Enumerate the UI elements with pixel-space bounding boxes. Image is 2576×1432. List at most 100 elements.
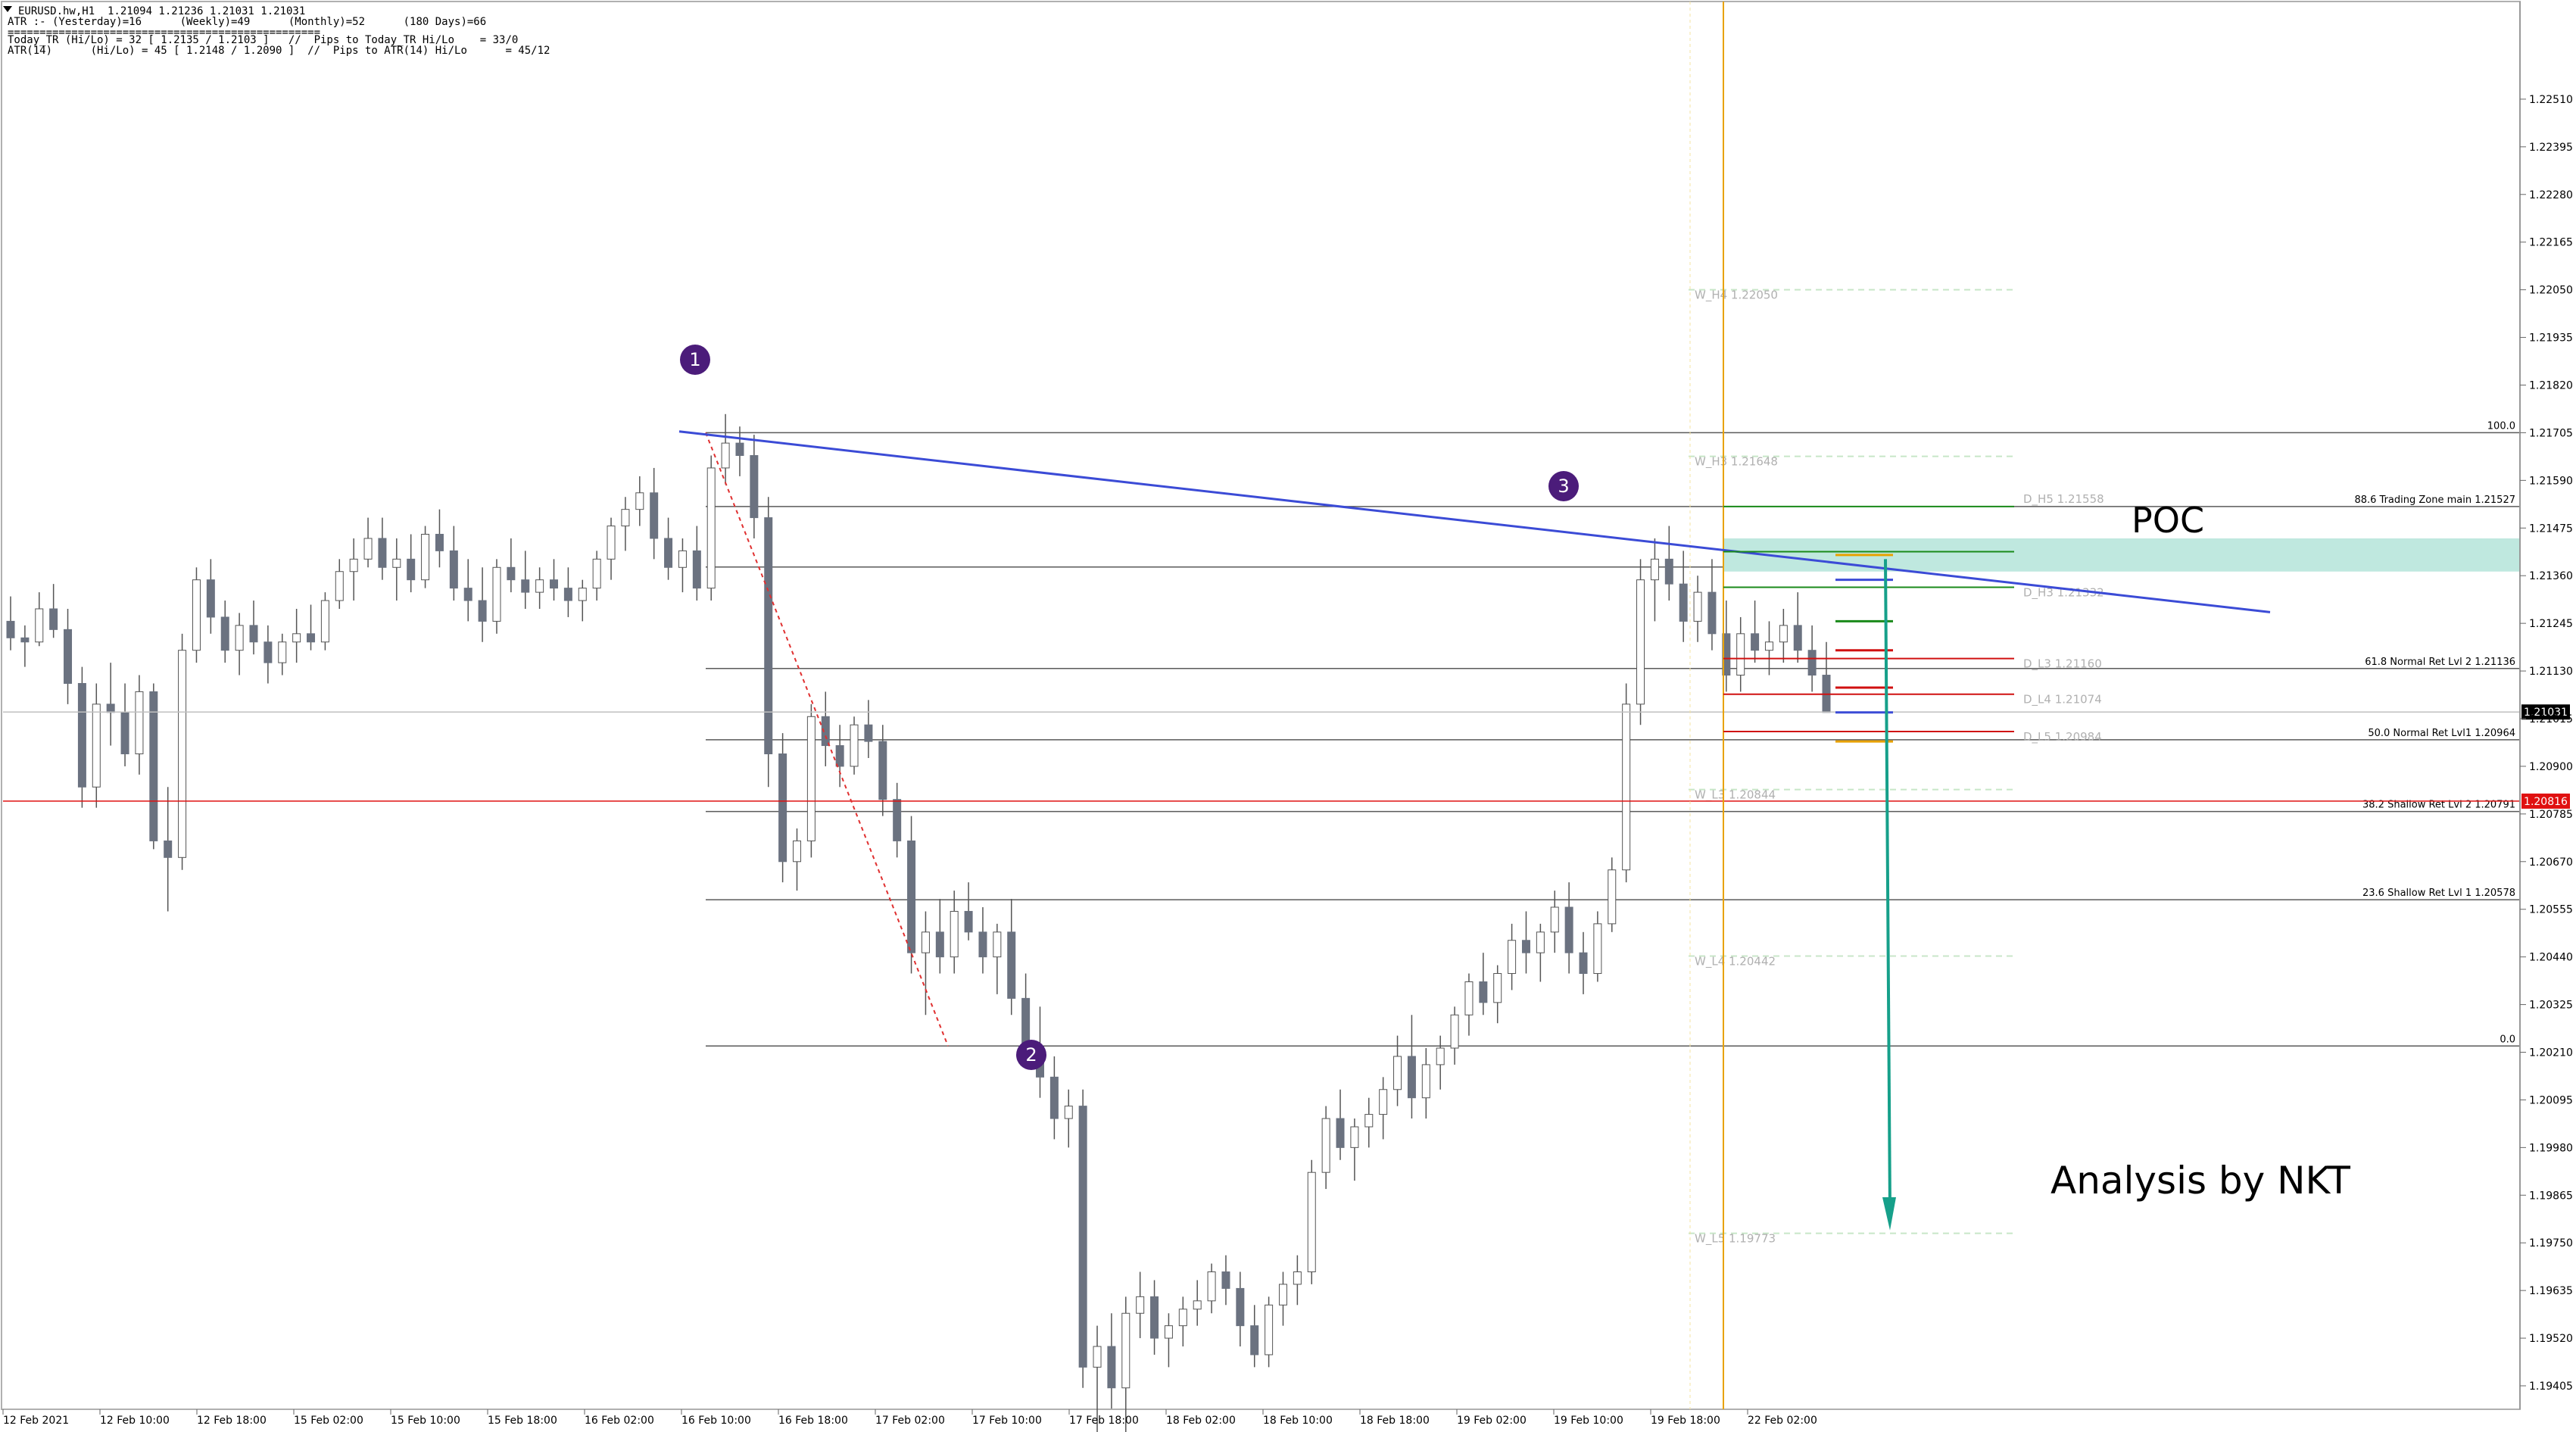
candle-body [320,600,329,643]
fib-label: 38.2 Shallow Ret Lvl 2 1.20791 [2362,800,2515,811]
time-tick-label: 12 Feb 10:00 [100,1415,170,1427]
candle-body [1336,1118,1345,1148]
target-arrow-shaft [1884,559,1891,1210]
fib-label: 100.0 [2487,420,2515,432]
candle-body [835,745,844,767]
candle-body [978,931,987,958]
candle-body [1679,583,1688,622]
candle [621,497,630,551]
candle-body [907,840,916,953]
time-tick-label: 15 Feb 02:00 [294,1415,363,1427]
candle [1436,1035,1445,1090]
candle-body [993,931,1002,958]
drawing-overlays: 1.21031 1.20816 1 2 3 [3,2,2570,1409]
fib-label: 50.0 Normal Ret Lvl1 1.20964 [2368,728,2515,739]
candle-body [1508,940,1517,975]
candle [850,716,859,775]
candle-body [220,616,229,651]
price-tick-label: 1.21820 [2529,380,2573,392]
candle-body [120,712,129,755]
time-tick-label: 19 Feb 18:00 [1651,1415,1720,1427]
candle-body [607,526,616,560]
fib-label: 23.6 Shallow Ret Lvl 1 1.20578 [2362,888,2515,899]
candle-body [1722,633,1731,676]
candle [1221,1255,1230,1306]
candle-body [135,691,144,755]
time-tick-label: 16 Feb 18:00 [778,1415,848,1427]
candle [1736,616,1745,692]
candle-body [378,538,387,568]
candle-body [1207,1271,1216,1302]
candle-body [1536,931,1545,953]
candle [964,882,973,941]
time-tick-label: 22 Feb 02:00 [1748,1415,1817,1427]
candle [1278,1271,1287,1326]
candle [935,899,944,974]
candle-body [1265,1304,1274,1356]
candle-body [1049,1076,1059,1119]
candle-body [1064,1106,1073,1119]
candle [1751,601,1760,663]
candle [750,435,759,538]
price-tick-label: 1.19520 [2529,1333,2573,1345]
candle [1421,1048,1430,1119]
candle-body [1450,1014,1459,1049]
candle-body [721,442,730,469]
candle-body [1007,931,1016,999]
weekly-pivot-label: W_L5 1.19773 [1695,1232,1776,1246]
candle-body [149,691,158,841]
candle [864,700,873,758]
weekly-pivot-label: W_L4 1.20442 [1695,955,1776,969]
candle [407,534,416,593]
today-tr-info: Today_TR (Hi/Lo) = 32 [ 1.2135 / 1.2103 … [8,34,519,46]
candle [1078,1089,1087,1388]
candle-body [678,550,687,568]
candle-body [1293,1271,1302,1285]
candle [206,559,215,634]
price-tick-label: 1.21590 [2529,475,2573,487]
candle [1164,1313,1173,1368]
price-tick-label: 1.20210 [2529,1047,2573,1059]
price-tick-label: 1.21935 [2529,332,2573,345]
candle [435,509,444,568]
candle-body [1664,558,1673,585]
candle-body [935,931,944,958]
price-tick-label: 1.20670 [2529,856,2573,869]
price-tick-label: 1.22050 [2529,285,2573,297]
candle [1579,931,1588,994]
candle [1064,1089,1073,1148]
price-tick-label: 1.21015 [2529,713,2573,725]
candle-body [449,550,458,589]
candle [650,467,659,560]
candle-body [1164,1325,1173,1339]
atr14-info: ATR(14) (Hi/Lo) = 45 [ 1.2148 / 1.2090 ]… [8,45,550,57]
candle [35,592,44,647]
candle-body [706,467,716,589]
candle-body [478,600,487,622]
candle [950,891,959,974]
candle [1464,973,1474,1036]
candle-body [1650,558,1659,581]
candle-body [592,558,601,589]
candle [6,596,15,650]
time-tick-label: 18 Feb 02:00 [1166,1415,1236,1427]
candle [335,559,344,609]
candle-body [1479,981,1488,1003]
candle [893,782,902,858]
time-tick-label: 16 Feb 02:00 [585,1415,654,1427]
candle-body [1608,869,1617,925]
candle [1150,1280,1159,1355]
candle [1779,608,1788,663]
candle-body [750,455,759,519]
candle-body [864,724,873,742]
candle [907,816,916,974]
candle-body [206,579,215,618]
candle-body [106,704,115,713]
candle [1350,1118,1359,1181]
candle-body [1250,1325,1259,1356]
candle-body [20,637,30,643]
time-tick-label: 17 Feb 18:00 [1069,1415,1139,1427]
candle-body [650,492,659,539]
symbol-menu-icon[interactable] [3,6,12,12]
